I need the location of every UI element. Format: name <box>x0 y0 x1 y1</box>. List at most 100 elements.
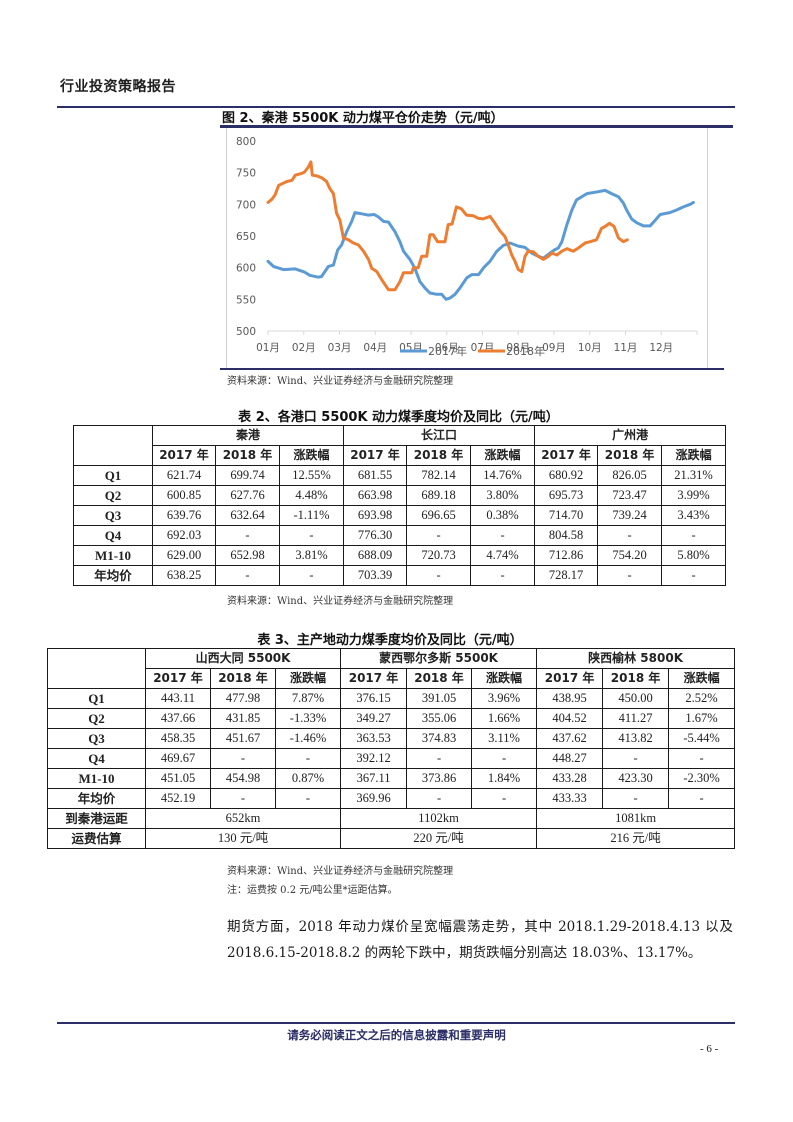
data-cell: 782.14 <box>406 465 472 486</box>
data-cell: 1.84% <box>471 768 538 789</box>
data-cell: 1.66% <box>471 708 538 729</box>
row-label: Q1 <box>47 688 146 709</box>
data-cell: 621.74 <box>152 465 216 486</box>
table-row: Q3 639.76 632.64 -1.11% 693.98 696.65 0.… <box>73 505 727 526</box>
data-cell: 4.74% <box>470 545 536 566</box>
data-cell: - <box>470 525 536 546</box>
table-row: Q1 443.11 477.98 7.87% 376.15 391.05 3.9… <box>47 688 736 709</box>
data-cell: - <box>406 565 472 586</box>
data-cell: - <box>668 788 736 809</box>
data-cell: - <box>602 788 670 809</box>
subheader-cell: 2018 年 <box>406 668 473 689</box>
data-cell: 374.83 <box>406 728 473 749</box>
data-cell: 638.25 <box>152 565 216 586</box>
data-cell: - <box>602 748 670 769</box>
data-cell: 688.09 <box>343 545 408 566</box>
data-cell: - <box>406 525 472 546</box>
data-cell: 5.80% <box>661 545 727 566</box>
subheader-cell: 2018 年 <box>210 668 276 689</box>
group-header: 陕西榆林 5800K <box>536 648 736 669</box>
table3-note: 注：运费按 0.2 元/吨公里*运距估算。 <box>227 885 398 896</box>
paragraph-line: 2018.6.15-2018.8.2 的两轮下跌中，期货跌幅分别高达 18.03… <box>227 945 702 961</box>
data-cell: 739.24 <box>597 505 663 526</box>
data-cell: 693.98 <box>343 505 408 526</box>
x-axis-tick-label: 01月 <box>256 342 280 354</box>
y-axis-tick-label: 800 <box>236 136 256 148</box>
subheader-cell: 2018 年 <box>597 445 663 466</box>
data-cell: 689.18 <box>406 485 472 506</box>
group-header: 蒙西鄂尔多斯 5500K <box>340 648 538 669</box>
data-cell: 714.70 <box>534 505 599 526</box>
data-cell: 826.05 <box>597 465 663 486</box>
data-cell: 12.55% <box>278 465 345 486</box>
data-cell: 355.06 <box>406 708 473 729</box>
data-cell: 21.31% <box>661 465 727 486</box>
data-cell: 2.52% <box>668 688 736 709</box>
data-cell: 652.98 <box>215 545 280 566</box>
data-cell: 0.38% <box>470 505 536 526</box>
data-cell: 458.35 <box>145 728 211 749</box>
data-cell: 3.80% <box>470 485 536 506</box>
data-cell: - <box>661 565 727 586</box>
data-cell: 443.11 <box>145 688 211 709</box>
table-row-distance: 到秦港运距 652km 1102km 1081km <box>47 808 736 829</box>
table2-title: 表 2、各港口 5500K 动力煤季度均价及同比（元/吨） <box>238 410 559 425</box>
data-cell: - <box>406 748 473 769</box>
data-cell: 804.58 <box>534 525 599 546</box>
data-cell: 600.85 <box>152 485 216 506</box>
table3-source: 资料来源：Wind、兴业证券经济与金融研究院整理 <box>227 866 454 877</box>
x-axis-tick-label: 12月 <box>649 342 673 354</box>
data-cell: 433.33 <box>536 788 604 809</box>
table3-title: 表 3、主产地动力煤季度均价及同比（元/吨） <box>257 633 523 648</box>
data-cell: 3.99% <box>661 485 727 506</box>
data-cell: 3.43% <box>661 505 727 526</box>
data-cell: 632.64 <box>215 505 280 526</box>
row-label: M1-10 <box>73 545 153 566</box>
x-axis-tick-label: 09月 <box>542 342 566 354</box>
subheader-cell: 2018 年 <box>602 668 670 689</box>
subheader-cell: 2018 年 <box>215 445 280 466</box>
data-cell: 776.30 <box>343 525 408 546</box>
subheader-cell: 涨跌幅 <box>470 445 536 466</box>
data-cell: 376.15 <box>340 688 408 709</box>
data-cell: - <box>210 788 276 809</box>
data-cell: 391.05 <box>406 688 473 709</box>
data-cell: 1.67% <box>668 708 736 729</box>
page-number: - 6 - <box>700 1043 719 1055</box>
table-row-freight: 运费估算 130 元/吨 220 元/吨 216 元/吨 <box>47 828 736 849</box>
x-axis-tick-label: 04月 <box>363 342 387 354</box>
table-row: 年均价 638.25 - - 703.39 - - 728.17 - - <box>73 565 727 586</box>
x-axis-tick-label: 08月 <box>506 342 530 354</box>
data-cell: 452.19 <box>145 788 211 809</box>
data-cell: 469.67 <box>145 748 211 769</box>
data-cell: 373.86 <box>406 768 473 789</box>
data-cell: 681.55 <box>343 465 408 486</box>
x-axis-tick-label: 11月 <box>614 342 638 354</box>
distance-cell: 652km <box>144 808 342 829</box>
data-cell: 696.65 <box>406 505 472 526</box>
group-header: 山西大同 5500K <box>144 648 342 669</box>
subheader-cell: 涨跌幅 <box>278 445 345 466</box>
row-label: 年均价 <box>47 788 146 809</box>
data-cell: 695.73 <box>534 485 599 506</box>
footer-disclaimer: 请务必阅读正文之后的信息披露和重要声明 <box>287 1028 506 1042</box>
paragraph-line: 期货方面，2018 年动力煤价呈宽幅震荡走势，其中 2018.1.29-2018… <box>227 919 733 935</box>
x-axis-tick-label: 06月 <box>435 342 459 354</box>
data-cell: 639.76 <box>152 505 216 526</box>
data-cell: -1.33% <box>274 708 342 729</box>
data-cell: - <box>278 565 345 586</box>
data-cell: - <box>406 788 473 809</box>
legend-label: 2017年 <box>428 344 467 358</box>
series-line-2018 <box>266 160 629 292</box>
distance-cell: 1102km <box>340 808 538 829</box>
y-axis-tick-label: 550 <box>236 294 256 306</box>
data-cell: - <box>215 525 280 546</box>
row-label: Q4 <box>73 525 153 546</box>
table-row: Q4 692.03 - - 776.30 - - 804.58 - - <box>73 525 727 546</box>
table-corner-cell <box>73 425 153 466</box>
x-axis-tick-label: 03月 <box>328 342 352 354</box>
row-label: Q3 <box>73 505 153 526</box>
row-label: Q2 <box>73 485 153 506</box>
table-subheader-row: 2017 年 2018 年 涨跌幅 2017 年 2018 年 涨跌幅 2017… <box>74 445 727 466</box>
data-cell: 0.87% <box>274 768 342 789</box>
